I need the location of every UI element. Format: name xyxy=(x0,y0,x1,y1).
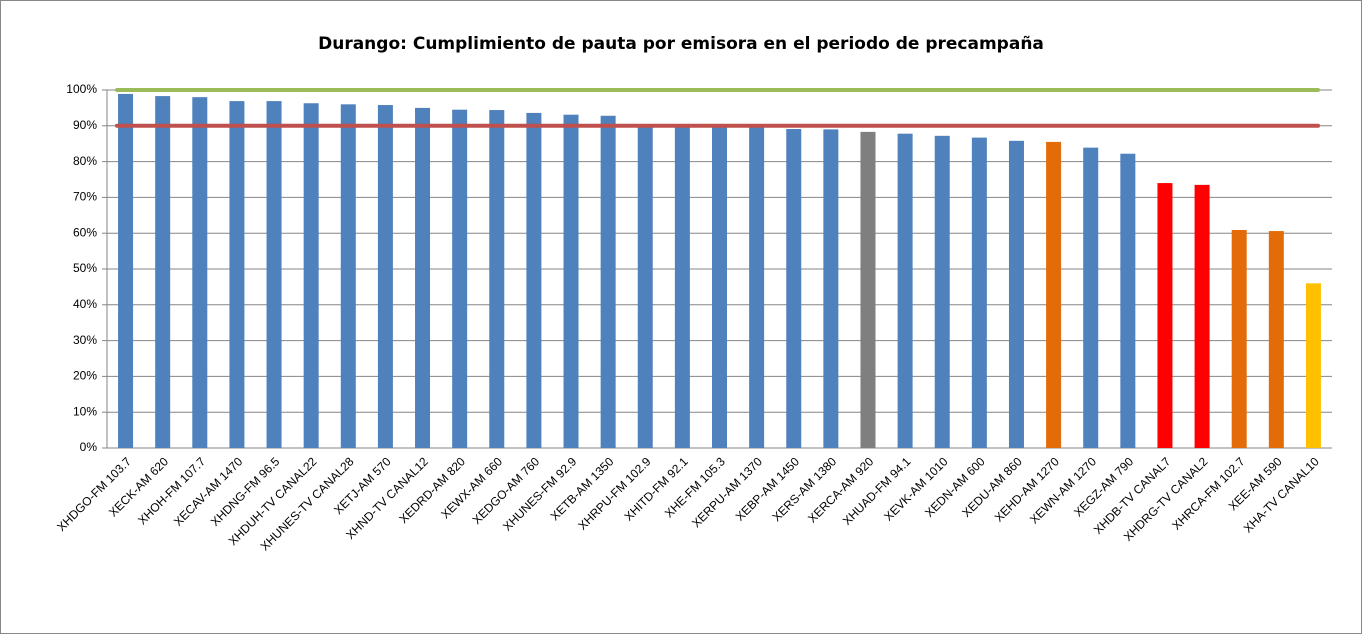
bar xyxy=(415,107,431,449)
bar xyxy=(971,137,987,448)
bar xyxy=(526,112,542,449)
bar xyxy=(266,101,282,449)
bar xyxy=(600,115,616,448)
bar xyxy=(897,133,913,448)
y-tick-label: 100% xyxy=(66,82,97,96)
bar xyxy=(1194,184,1210,448)
y-tick-label: 10% xyxy=(73,404,97,418)
bar xyxy=(192,97,208,448)
bar xyxy=(377,105,393,448)
bar xyxy=(1305,283,1321,448)
bar xyxy=(1008,140,1024,448)
bar xyxy=(712,125,727,449)
bar xyxy=(229,101,245,449)
bar xyxy=(674,125,690,448)
bar xyxy=(637,125,653,449)
bar xyxy=(786,129,802,448)
bar xyxy=(1083,147,1099,448)
bar xyxy=(1231,229,1247,448)
bar xyxy=(1120,153,1136,448)
bar xyxy=(118,93,134,449)
y-tick-label: 0% xyxy=(80,440,98,454)
bar xyxy=(1157,183,1173,448)
y-tick-label: 20% xyxy=(73,369,97,383)
bar xyxy=(563,114,579,449)
bar xyxy=(823,129,839,448)
y-tick-label: 90% xyxy=(73,118,97,132)
y-tick-label: 40% xyxy=(73,297,97,311)
bar xyxy=(860,131,876,449)
bar xyxy=(303,103,319,448)
bar xyxy=(452,109,468,448)
bar xyxy=(489,110,505,448)
bar xyxy=(934,135,950,448)
bar xyxy=(155,96,171,448)
y-tick-label: 80% xyxy=(73,154,97,168)
y-tick-label: 50% xyxy=(73,261,97,275)
chart-title: Durango: Cumplimiento de pauta por emiso… xyxy=(318,34,1044,54)
y-tick-label: 30% xyxy=(73,333,97,347)
bar xyxy=(1046,141,1062,448)
bar xyxy=(1268,231,1284,448)
bar xyxy=(340,104,356,448)
y-tick-label: 60% xyxy=(73,225,97,239)
bar xyxy=(749,126,765,449)
y-tick-label: 70% xyxy=(73,190,97,204)
